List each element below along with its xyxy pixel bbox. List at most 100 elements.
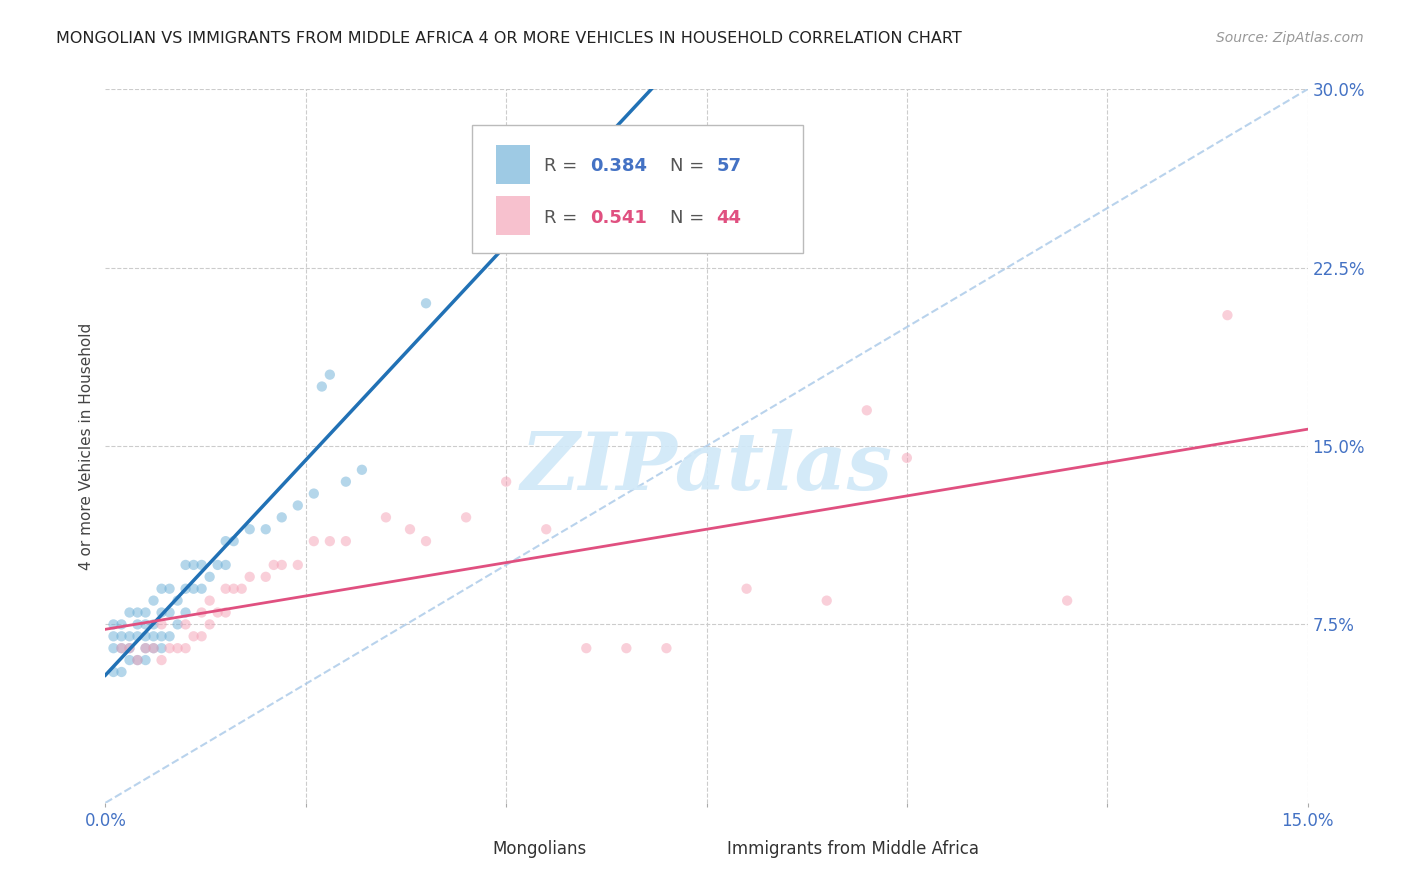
FancyBboxPatch shape <box>695 837 721 865</box>
Point <box>399 522 422 536</box>
Point <box>335 475 357 489</box>
Point <box>254 570 277 584</box>
Point <box>214 534 236 549</box>
Point <box>207 558 229 572</box>
Point <box>575 641 598 656</box>
Point <box>118 641 141 656</box>
Point <box>103 641 125 656</box>
Point <box>350 463 373 477</box>
Point <box>1056 593 1078 607</box>
Point <box>214 582 236 596</box>
Point <box>198 617 221 632</box>
Point <box>239 570 262 584</box>
Y-axis label: 4 or more Vehicles in Household: 4 or more Vehicles in Household <box>79 322 94 570</box>
Point <box>135 629 157 643</box>
Point <box>198 570 221 584</box>
Point <box>214 558 236 572</box>
Point <box>118 641 141 656</box>
Point <box>118 629 141 643</box>
Point <box>319 368 342 382</box>
Point <box>142 629 165 643</box>
Point <box>159 641 181 656</box>
Text: 44: 44 <box>716 209 741 227</box>
Point <box>159 606 181 620</box>
Point <box>127 617 149 632</box>
Text: 0.541: 0.541 <box>591 209 647 227</box>
Point <box>207 606 229 620</box>
Point <box>374 510 398 524</box>
Point <box>110 629 132 643</box>
Point <box>110 641 132 656</box>
Point <box>127 653 149 667</box>
Point <box>302 534 325 549</box>
Point <box>270 510 292 524</box>
Point <box>135 617 157 632</box>
Point <box>103 629 125 643</box>
Point <box>150 582 173 596</box>
Point <box>174 641 197 656</box>
Text: MONGOLIAN VS IMMIGRANTS FROM MIDDLE AFRICA 4 OR MORE VEHICLES IN HOUSEHOLD CORRE: MONGOLIAN VS IMMIGRANTS FROM MIDDLE AFRI… <box>56 31 962 46</box>
Point <box>174 582 197 596</box>
Point <box>855 403 877 417</box>
Point <box>302 486 325 500</box>
Point <box>127 653 149 667</box>
Point <box>655 641 678 656</box>
FancyBboxPatch shape <box>460 837 486 865</box>
Point <box>190 558 212 572</box>
Text: 0.384: 0.384 <box>591 157 647 175</box>
Point <box>127 629 149 643</box>
Point <box>311 379 333 393</box>
Point <box>335 534 357 549</box>
Point <box>166 641 188 656</box>
Point <box>166 617 188 632</box>
Point <box>198 593 221 607</box>
Point <box>254 522 277 536</box>
Point <box>103 617 125 632</box>
Text: N =: N = <box>671 209 710 227</box>
Point <box>287 558 309 572</box>
Point <box>142 641 165 656</box>
Point <box>150 629 173 643</box>
Point <box>263 558 285 572</box>
Point <box>150 606 173 620</box>
Point <box>150 653 173 667</box>
FancyBboxPatch shape <box>472 125 803 253</box>
Point <box>142 593 165 607</box>
Point <box>183 558 205 572</box>
Point <box>135 606 157 620</box>
Point <box>127 606 149 620</box>
Point <box>183 629 205 643</box>
Text: ZIPatlas: ZIPatlas <box>520 429 893 506</box>
Point <box>118 653 141 667</box>
Point <box>142 617 165 632</box>
Point <box>174 617 197 632</box>
Point <box>135 653 157 667</box>
Point <box>190 629 212 643</box>
Point <box>231 582 253 596</box>
Point <box>287 499 309 513</box>
Point <box>270 558 292 572</box>
Point <box>159 629 181 643</box>
Text: Mongolians: Mongolians <box>492 840 586 858</box>
Point <box>110 665 132 679</box>
Text: R =: R = <box>544 209 583 227</box>
Point <box>183 582 205 596</box>
Point <box>159 582 181 596</box>
Point <box>454 510 477 524</box>
Point <box>150 641 173 656</box>
Point <box>190 606 212 620</box>
Point <box>150 617 173 632</box>
Point <box>415 534 437 549</box>
FancyBboxPatch shape <box>496 145 530 184</box>
Text: N =: N = <box>671 157 710 175</box>
Point <box>616 641 638 656</box>
Point <box>110 641 132 656</box>
FancyBboxPatch shape <box>496 196 530 235</box>
Point <box>166 593 188 607</box>
Point <box>135 641 157 656</box>
Point <box>118 606 141 620</box>
Point <box>534 522 557 536</box>
Point <box>222 582 245 596</box>
Point <box>415 296 437 310</box>
Point <box>1216 308 1239 322</box>
